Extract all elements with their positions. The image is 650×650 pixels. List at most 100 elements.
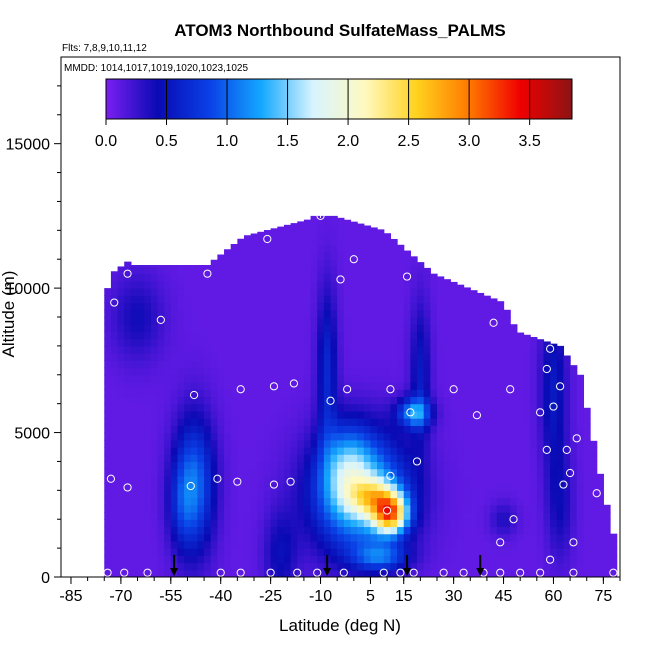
heatmap-cell (257, 432, 265, 441)
heatmap-cell (290, 439, 298, 448)
heatmap-cell (317, 490, 325, 499)
heatmap-cell (417, 353, 425, 361)
heatmap-cell (204, 497, 212, 506)
heatmap-cell (250, 244, 258, 253)
heatmap-cell (217, 396, 225, 405)
heatmap-cell (164, 317, 172, 325)
heatmap-cell (570, 504, 578, 513)
heatmap-cell (117, 360, 125, 369)
heatmap-cell (124, 490, 132, 499)
heatmap-cell (204, 548, 212, 556)
heatmap-cell (397, 569, 405, 577)
heatmap-cell (230, 367, 238, 376)
heatmap-cell (436, 447, 445, 455)
heatmap-cell (257, 273, 265, 282)
heatmap-cell (377, 533, 385, 542)
heatmap-cell (343, 562, 352, 571)
heatmap-cell (576, 526, 584, 535)
heatmap-cell (210, 266, 218, 275)
heatmap-cell (283, 533, 292, 542)
heatmap-cell (543, 497, 551, 506)
heatmap-cell (357, 403, 365, 412)
heatmap-cell (370, 410, 378, 419)
heatmap-cell (423, 533, 431, 542)
heatmap-cell (510, 418, 518, 426)
heatmap-cell (204, 382, 212, 390)
heatmap-cell (217, 540, 225, 549)
heatmap-cell (383, 403, 392, 412)
heatmap-cell (476, 468, 485, 477)
heatmap-cell (377, 252, 385, 260)
heatmap-cell (277, 345, 285, 354)
heatmap-cell (323, 396, 332, 405)
heatmap-cell (377, 353, 385, 361)
heatmap-cell (110, 533, 119, 542)
heatmap-cell (357, 418, 365, 426)
heatmap-cell (150, 475, 159, 484)
heatmap-cell (317, 410, 325, 419)
heatmap-cell (257, 396, 265, 405)
heatmap-cell (250, 468, 258, 477)
heatmap-cell (543, 382, 551, 390)
heatmap-cell (510, 497, 518, 506)
sample-point (396, 568, 405, 577)
heatmap-cell (157, 519, 165, 528)
heatmap-cell (250, 389, 258, 398)
sample-point (542, 364, 551, 374)
heatmap-cell (230, 468, 238, 477)
heatmap-cell (237, 454, 245, 463)
heatmap-cell (164, 295, 172, 304)
heatmap-cell (237, 288, 245, 296)
heatmap-cell (370, 266, 378, 275)
heatmap-cell (377, 403, 385, 412)
heatmap-cell (463, 345, 471, 354)
heatmap-cell (343, 360, 352, 369)
heatmap-cell (423, 410, 431, 419)
heatmap-cell (303, 548, 312, 556)
heatmap-cell (323, 490, 332, 499)
heatmap-cell (190, 468, 199, 477)
heatmap-cell (576, 533, 584, 542)
sample-point (402, 272, 412, 281)
heatmap-cell (224, 324, 232, 333)
heatmap-cell (257, 555, 265, 564)
heatmap-cell (164, 309, 172, 318)
heatmap-cell (237, 533, 245, 542)
heatmap-cell (490, 533, 498, 542)
heatmap-cell (177, 569, 185, 577)
heatmap-cell (217, 273, 225, 282)
heatmap-cell (397, 519, 405, 528)
heatmap-cell (523, 483, 531, 491)
heatmap-cell (297, 237, 305, 246)
heatmap-cell (230, 353, 238, 361)
heatmap-cell (244, 374, 252, 383)
heatmap-cell (317, 519, 325, 528)
flights-label: Flts: 7,8,9,10,11,12 (62, 43, 147, 54)
heatmap-cell (184, 475, 192, 484)
heatmap-cell (137, 338, 145, 347)
heatmap-cell (430, 360, 438, 369)
heatmap-cell (210, 454, 218, 463)
heatmap-cell (323, 526, 332, 535)
heatmap-cell (543, 540, 551, 549)
heatmap-cell (250, 418, 258, 426)
heatmap-cell (370, 252, 378, 260)
heatmap-cell (164, 562, 172, 571)
heatmap-cell (197, 483, 205, 491)
heatmap-cell (250, 382, 258, 390)
heatmap-cell (403, 250, 411, 253)
heatmap-cell (390, 519, 398, 528)
heatmap-cell (470, 468, 478, 477)
heatmap-cell (357, 374, 365, 383)
heatmap-cell (330, 360, 338, 369)
heatmap-cell (110, 338, 119, 347)
heatmap-cell (390, 461, 398, 470)
heatmap-cell (283, 288, 292, 296)
heatmap-cell (237, 367, 245, 376)
heatmap-cell (410, 389, 418, 398)
heatmap-cell (317, 382, 325, 390)
heatmap-cell (310, 403, 318, 412)
heatmap-cell (343, 237, 352, 246)
heatmap-cell (170, 447, 179, 455)
heatmap-cell (330, 461, 338, 470)
